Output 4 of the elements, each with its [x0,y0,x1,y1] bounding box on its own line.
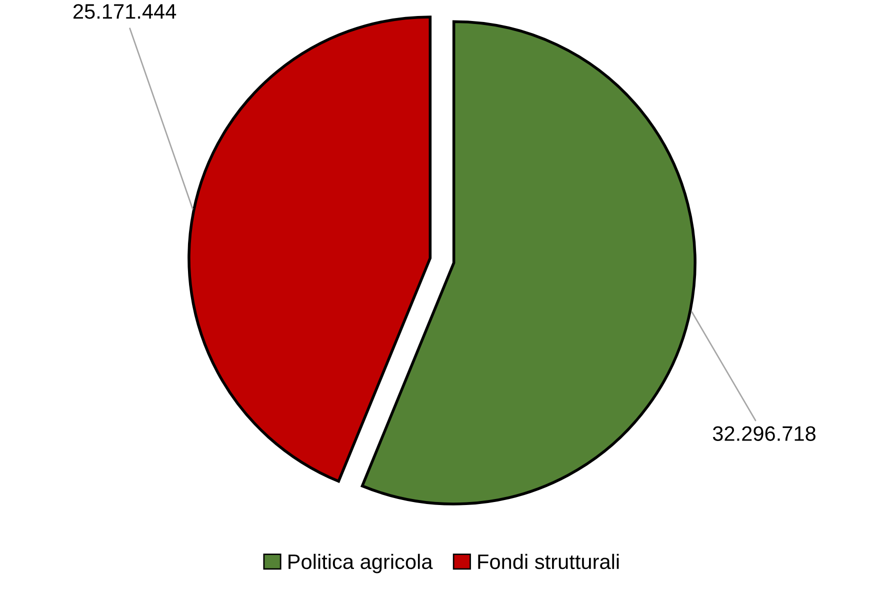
data-label: 25.171.444 [73,4,176,19]
legend-label: Politica agricola [288,554,433,574]
legend-label: Fondi strutturali [478,554,619,570]
data-label: 32.296.718 [712,426,816,441]
